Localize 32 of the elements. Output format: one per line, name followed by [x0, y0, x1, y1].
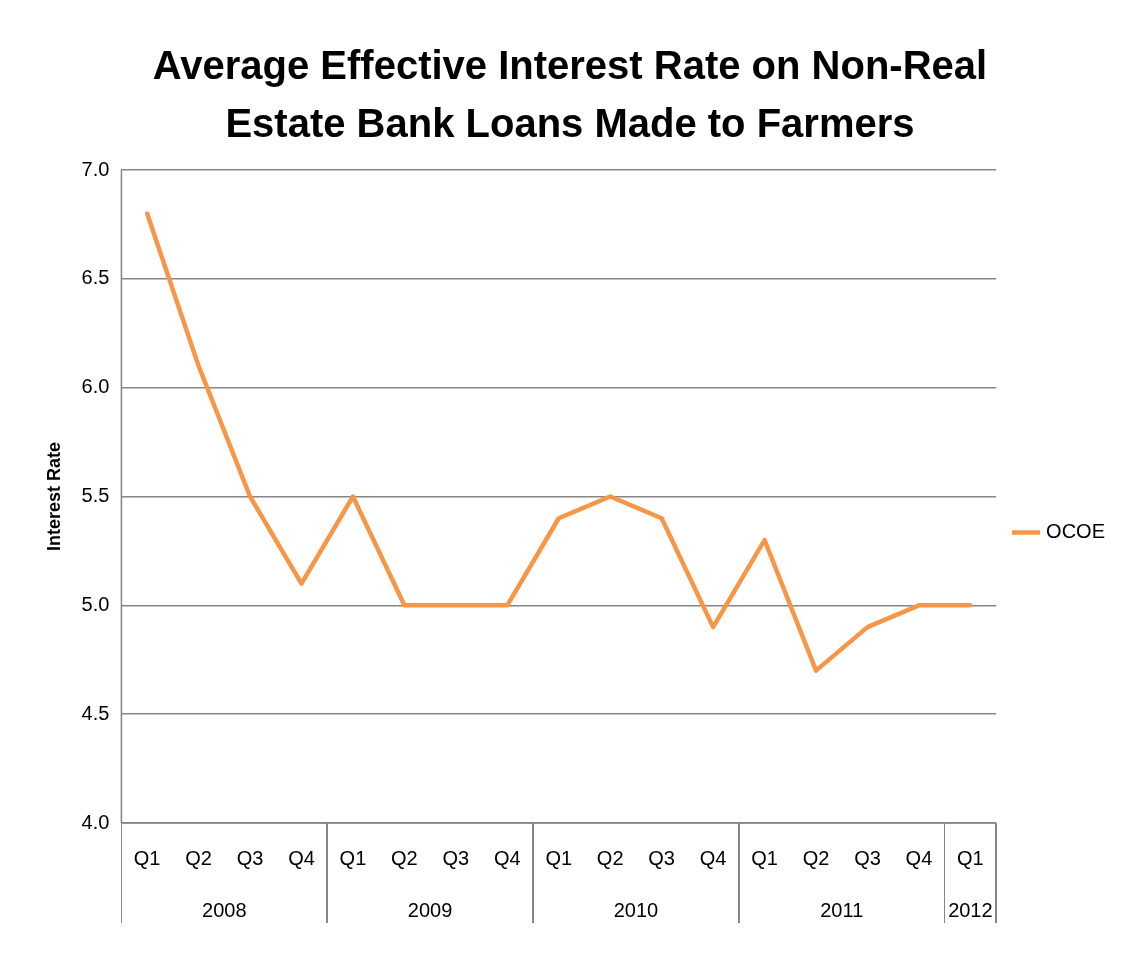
text: 2011: [820, 898, 864, 921]
y-tick-label: 6.5: [81, 266, 110, 289]
x-tick-label: Q1: [957, 846, 984, 869]
x-tick-label: Q2: [391, 846, 418, 869]
x-tick-label: Q4: [493, 846, 521, 869]
x-tick-label: Q2: [802, 846, 830, 869]
x-tick-label: Q1: [133, 846, 161, 869]
text: 2010: [613, 898, 659, 921]
y-tick-label: 4.5: [81, 701, 110, 724]
y-tick-label: 5.5: [81, 484, 110, 507]
y-tick-label: 6.0: [81, 375, 110, 398]
x-tick-label: Q3: [648, 846, 675, 869]
text: 2012: [948, 898, 993, 921]
legend-label: OCOE: [1046, 520, 1106, 543]
x-tick-label: Q3: [854, 846, 881, 869]
x-tick-label: Q4: [905, 846, 933, 869]
x-tick-label: Q1: [545, 846, 573, 869]
x-tick-label: Q4: [699, 846, 727, 869]
text: 2009: [407, 898, 453, 921]
x-tick-label: Q4: [288, 846, 315, 869]
x-tick-label: Q2: [596, 846, 624, 869]
text: 2008: [202, 898, 247, 921]
y-tick-label: 4.0: [81, 810, 110, 833]
y-tick-label: 5.0: [81, 592, 110, 615]
y-tick-label: 7.0: [81, 157, 110, 180]
x-tick-label: Q1: [339, 846, 367, 869]
x-tick-label: Q1: [751, 846, 778, 869]
y-axis-title: Interest Rate: [43, 441, 64, 552]
x-tick-label: Q2: [185, 846, 212, 869]
x-tick-label: Q3: [236, 846, 264, 869]
chart-title: Average Effective Interest Rate on Non-Real Estate Bank Loans Made to Farmers: [151, 42, 989, 147]
x-tick-label: Q3: [442, 846, 470, 869]
